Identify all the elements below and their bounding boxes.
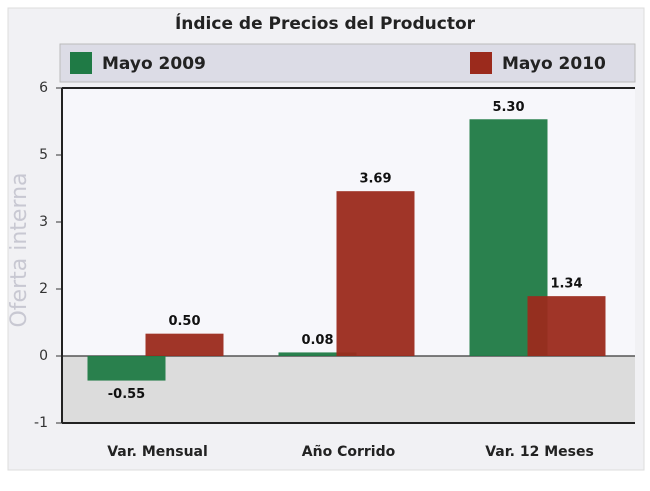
data-label: -0.55 [108, 387, 145, 402]
y-tick-label: 0 [39, 348, 48, 364]
data-label: 0.08 [301, 333, 333, 348]
data-label: 5.30 [492, 100, 524, 115]
x-tick-label: Var. Mensual [107, 444, 208, 460]
y-tick-label: 3 [39, 214, 48, 230]
x-tick-label: Año Corrido [302, 444, 396, 460]
data-label: 3.69 [359, 172, 391, 187]
y-tick-label: 5 [39, 147, 48, 163]
y-tick-label: -1 [34, 415, 48, 431]
legend-label: Mayo 2009 [102, 54, 206, 74]
bar [87, 356, 166, 381]
bar [278, 352, 357, 356]
bar [527, 296, 606, 356]
x-tick-label: Var. 12 Meses [485, 444, 594, 460]
y-tick-label: 6 [39, 80, 48, 96]
legend [59, 43, 636, 83]
y-axis-label: Oferta interna [7, 172, 32, 327]
data-label: 1.34 [550, 277, 582, 292]
bar [145, 333, 224, 356]
legend-swatch [470, 52, 492, 74]
bar [336, 191, 415, 356]
data-label: 0.50 [168, 314, 200, 329]
legend-swatch [70, 52, 92, 74]
y-tick-label: 2 [39, 281, 48, 297]
chart-title: Índice de Precios del Productor [175, 12, 476, 34]
legend-label: Mayo 2010 [502, 54, 606, 74]
